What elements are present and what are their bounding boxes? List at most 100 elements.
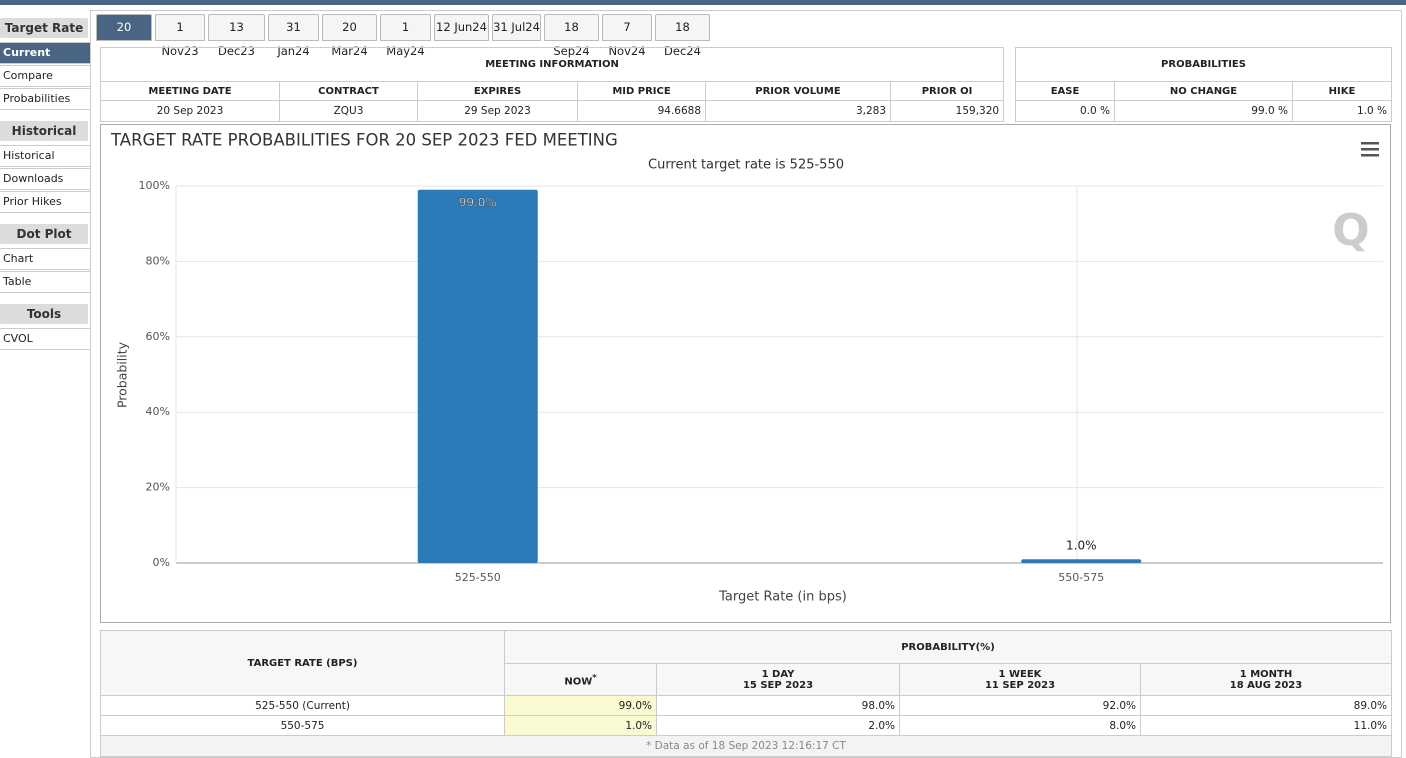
footer-row: * Data as of 18 Sep 2023 12:16:17 CT: [100, 735, 1392, 757]
tab[interactable]: 13 Dec23: [208, 14, 265, 58]
x-tick-label: 525-550: [455, 571, 501, 584]
column-name: 1 WEEK: [998, 668, 1042, 680]
sidebar-item[interactable]: Chart: [0, 248, 91, 270]
bar: [1021, 559, 1142, 563]
header-row: NOW* 1 DAY 15 SEP 2023 1 WEEK 11 SEP 2023 1 M…: [101, 663, 1392, 696]
column-header: 1 WEEK 11 SEP 2023: [899, 663, 1141, 696]
y-tick-label: 40%: [146, 405, 170, 418]
sidebar-item[interactable]: CVOL: [0, 328, 91, 350]
y-axis-label: Probability: [115, 341, 130, 408]
tab[interactable]: 1 Nov23: [155, 14, 205, 58]
tab[interactable]: 20 Mar24: [322, 14, 377, 58]
cell: 525-550 (Current): [100, 695, 505, 716]
sidebar-item[interactable]: Prior Hikes: [0, 191, 91, 213]
column-header: 1 MONTH 18 AUG 2023: [1140, 663, 1392, 696]
cell: ZQU3: [279, 100, 418, 122]
column-header: EASE: [1015, 81, 1115, 101]
column-header: MEETING DATE: [100, 81, 280, 101]
column-date: 15 SEP 2023: [742, 679, 814, 691]
table-title: PROBABILITY(%): [504, 630, 1392, 664]
sidebar-item[interactable]: Compare: [0, 65, 91, 87]
cell: 0.0 %: [1015, 100, 1115, 122]
y-tick-label: 60%: [146, 330, 170, 343]
column-header: CONTRACT: [279, 81, 418, 101]
sidebar-item[interactable]: Downloads: [0, 168, 91, 190]
sidebar-item[interactable]: Table: [0, 271, 91, 293]
tab[interactable]: 1 May24: [380, 14, 431, 58]
data-row: 0.0 % 99.0 % 1.0 %: [1015, 100, 1393, 122]
sidebar-section-title: Historical: [0, 121, 88, 141]
sidebar-section-title: Target Rate: [0, 18, 88, 38]
cell: 89.0%: [1140, 695, 1392, 716]
cell: 99.0%: [504, 695, 657, 716]
data-label: 1.0%: [1066, 539, 1097, 553]
data-row: 525-550 (Current) 99.0% 98.0% 92.0% 89.0%: [100, 695, 1392, 716]
chart-panel: TARGET RATE PROBABILITIES FOR 20 SEP 202…: [100, 124, 1391, 623]
column-name: 1 MONTH: [1239, 668, 1293, 680]
data-row: 20 Sep 2023 ZQU3 29 Sep 2023 94.6688 3,283 15…: [100, 100, 1005, 122]
cell: 159,320: [889, 100, 1005, 122]
meeting-info-table: MEETING INFORMATION MEETING DATE CONTRACT E…: [99, 47, 1005, 122]
title-row: PROBABILITIES: [1014, 47, 1393, 82]
column-note: *: [592, 671, 597, 682]
column-date: 11 SEP 2023: [984, 679, 1056, 691]
cell: 8.0%: [899, 715, 1141, 736]
tab[interactable]: 7 Nov24: [602, 14, 652, 58]
row-header: TARGET RATE (BPS): [100, 630, 505, 696]
footer-note: * Data as of 18 Sep 2023 12:16:17 CT: [100, 735, 1392, 757]
y-tick-label: 100%: [139, 179, 170, 192]
y-tick-label: 80%: [146, 254, 170, 267]
y-tick-label: 0%: [153, 556, 170, 569]
sidebar-section-title: Dot Plot: [0, 224, 88, 244]
y-tick-label: 20%: [146, 481, 170, 494]
column-header: NOW*: [504, 663, 657, 696]
table-title: PROBABILITIES: [1014, 47, 1393, 82]
probabilities-table: PROBABILITIES EASE NO CHANGE HIKE 0.0 % 99.0 …: [1014, 47, 1393, 122]
tab[interactable]: 18 Dec24: [655, 14, 710, 58]
cell: 92.0%: [899, 695, 1141, 716]
title-row: MEETING INFORMATION: [99, 47, 1005, 82]
cell: 29 Sep 2023: [417, 100, 578, 122]
cell: 94.6688: [577, 100, 706, 122]
column-header: NO CHANGE: [1114, 81, 1293, 101]
column-header: 1 DAY 15 SEP 2023: [656, 663, 900, 696]
cell: 99.0 %: [1114, 100, 1293, 122]
table-title: MEETING INFORMATION: [99, 47, 1005, 82]
column-header: PRIOR OI: [889, 81, 1005, 101]
data-label: 99.0%: [459, 195, 497, 209]
cell: 98.0%: [656, 695, 900, 716]
column-header: MID PRICE: [577, 81, 706, 101]
column-header: HIKE: [1291, 81, 1393, 101]
x-axis-label: Target Rate (in bps): [718, 590, 847, 605]
cell: 20 Sep 2023: [100, 100, 280, 122]
chart: TARGET RATE PROBABILITIES FOR 20 SEP 202…: [110, 131, 1383, 605]
tab[interactable]: 18 Sep24: [544, 14, 599, 58]
probability-table: TARGET RATE (BPS) PROBABILITY(%) NOW* 1 DAY…: [100, 630, 1392, 757]
cell: 3,283: [705, 100, 891, 122]
column-date: 18 AUG 2023: [1229, 679, 1303, 691]
title-row: TARGET RATE (BPS) PROBABILITY(%): [100, 630, 1392, 696]
cell: 550-575: [100, 715, 505, 736]
cell: 1.0%: [504, 715, 657, 736]
column-name: 1 DAY: [761, 668, 795, 680]
cell: 11.0%: [1140, 715, 1392, 736]
bar: [417, 189, 538, 563]
menu-icon[interactable]: [1361, 142, 1379, 157]
chart-subtitle: Current target rate is 525-550: [648, 158, 844, 173]
sidebar-item[interactable]: Historical: [0, 145, 91, 167]
cell: 2.0%: [656, 715, 900, 736]
sidebar-item[interactable]: Probabilities: [0, 88, 91, 110]
tab[interactable]: 20 Sep23: [96, 14, 152, 58]
sidebar-section-title: Tools: [0, 304, 88, 324]
top-bar: [0, 0, 1406, 5]
sidebar-item[interactable]: Current: [0, 42, 91, 64]
tab[interactable]: 31 Jan24: [268, 14, 319, 58]
column-header: PRIOR VOLUME: [705, 81, 891, 101]
watermark: Q: [1332, 205, 1369, 256]
tab[interactable]: 12 Jun24: [434, 14, 489, 41]
data-row: 550-575 1.0% 2.0% 8.0% 11.0%: [100, 715, 1392, 736]
chart-title: TARGET RATE PROBABILITIES FOR 20 SEP 202…: [110, 131, 618, 150]
header-row: EASE NO CHANGE HIKE: [1015, 81, 1393, 101]
tab[interactable]: 31 Jul24: [492, 14, 541, 41]
